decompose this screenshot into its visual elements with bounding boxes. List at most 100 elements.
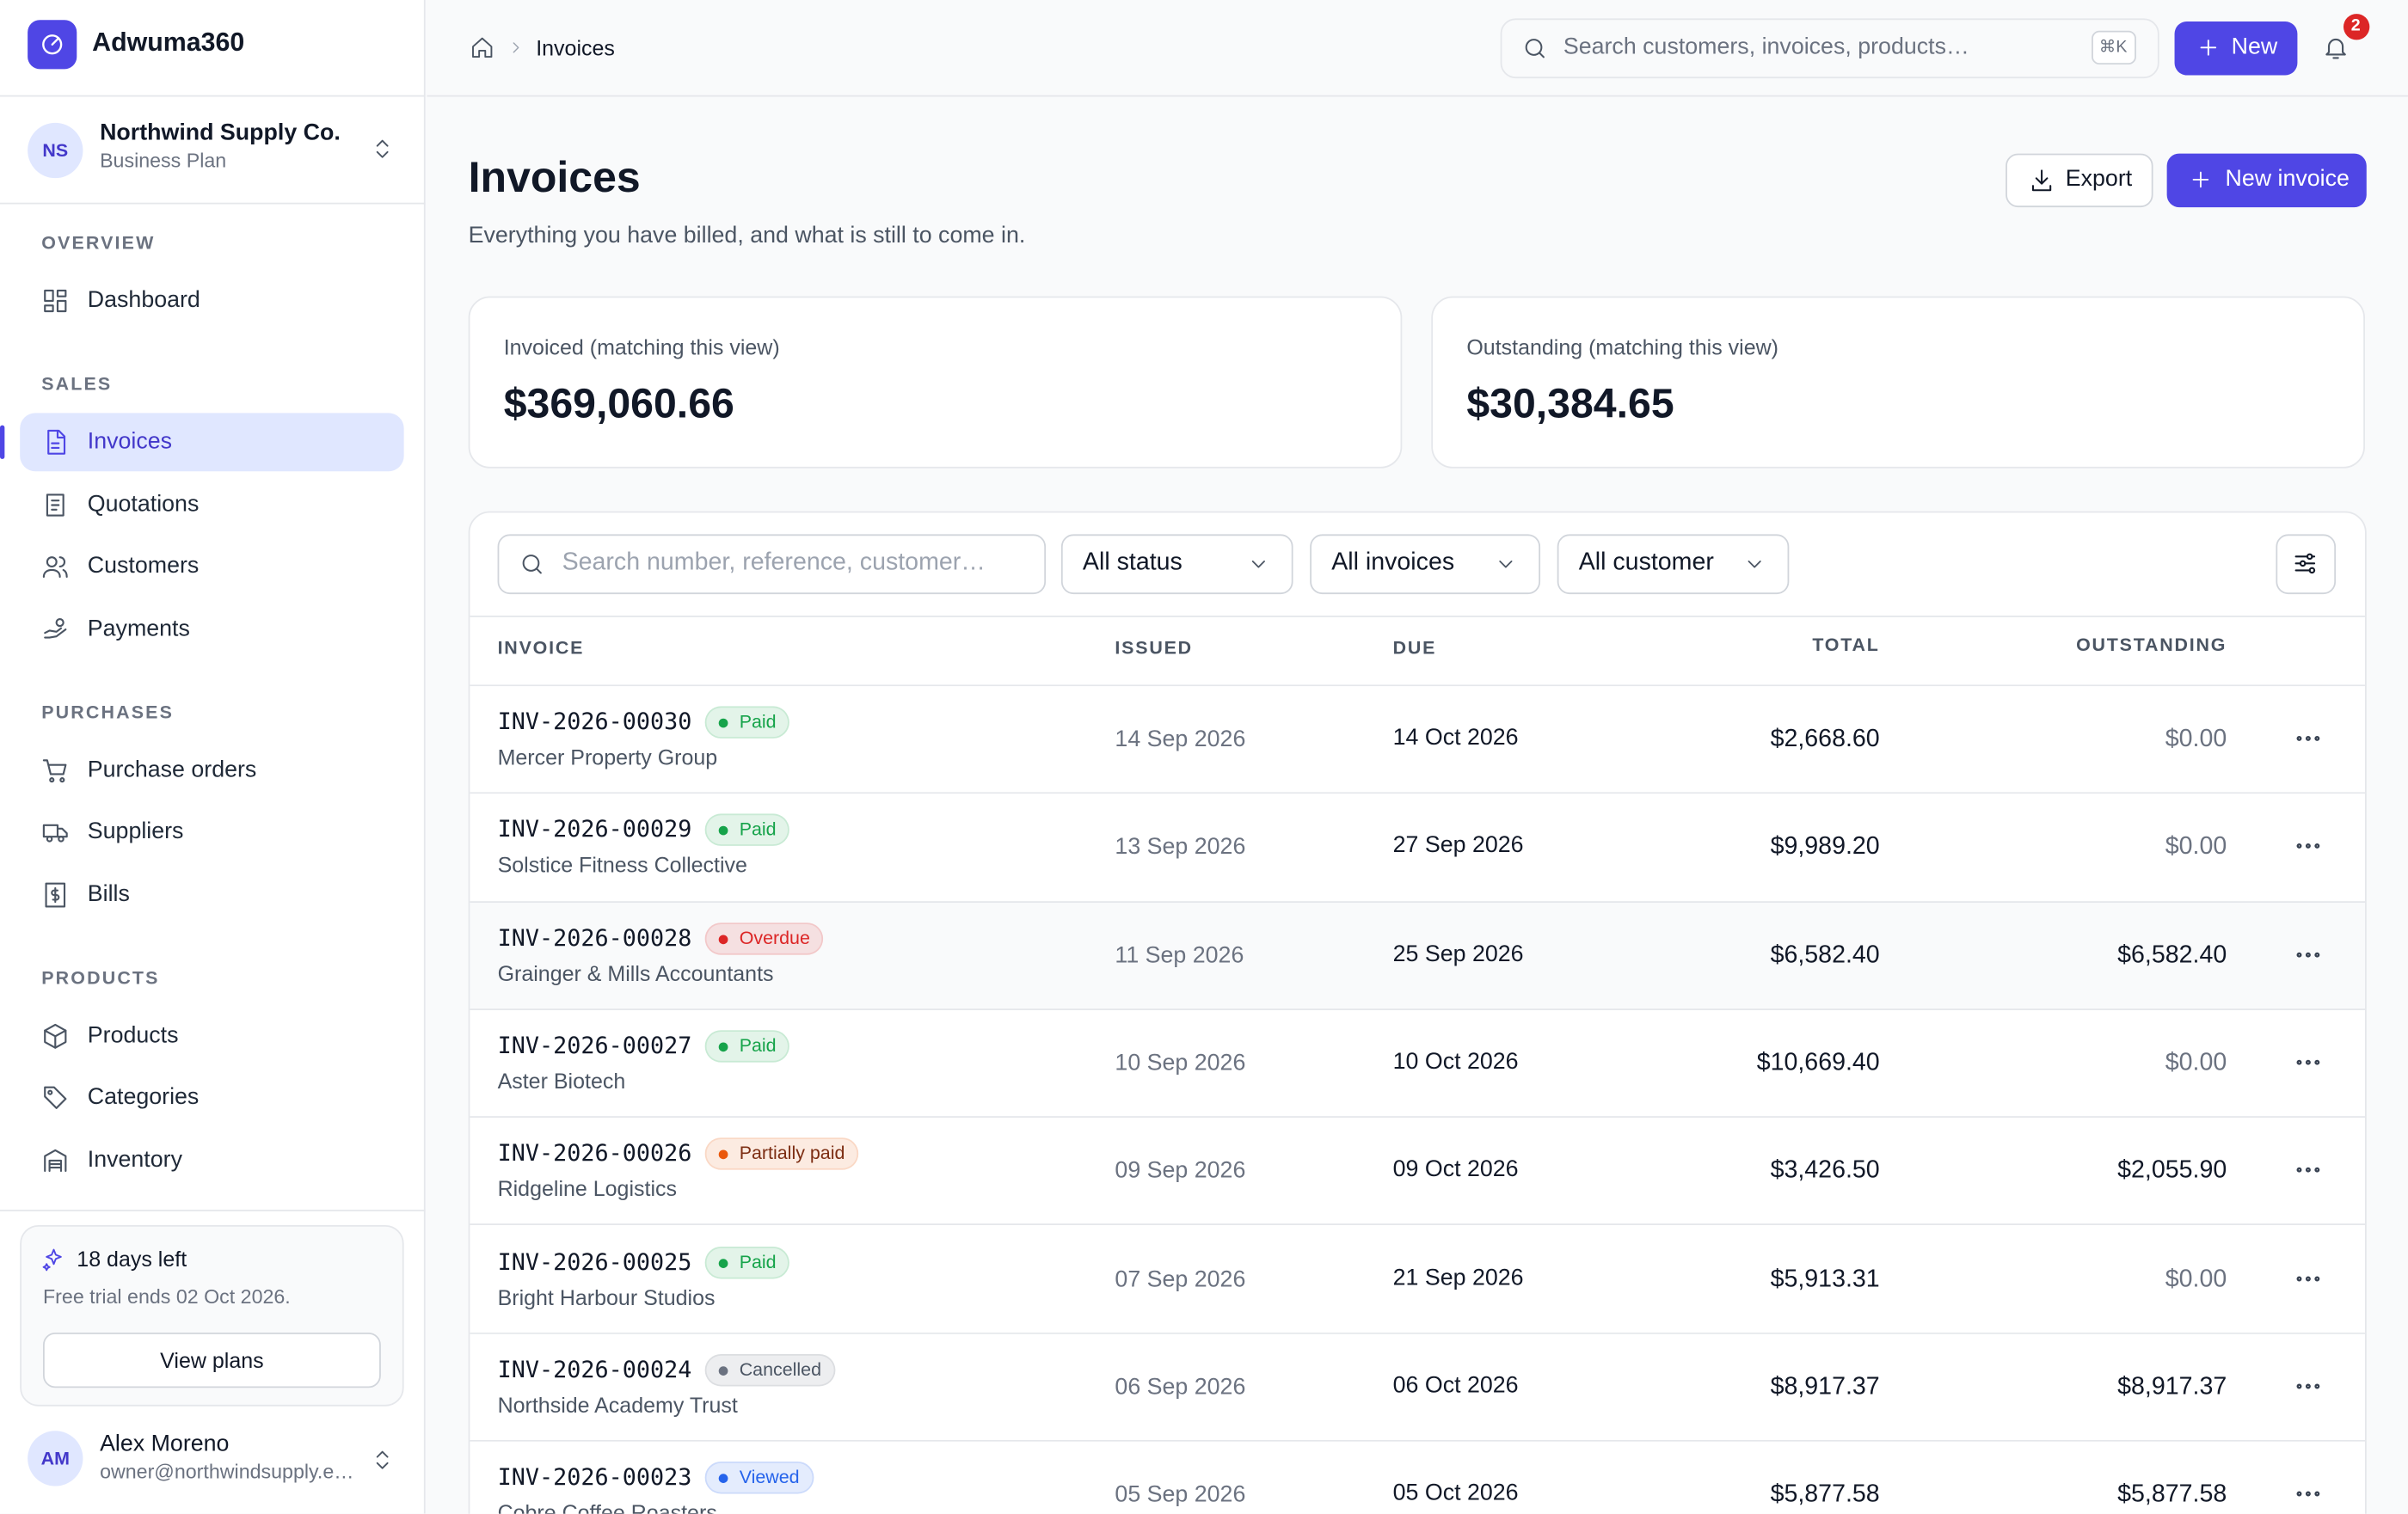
nav-item[interactable]: Dashboard (87, 286, 200, 314)
table-search[interactable] (497, 534, 1047, 595)
invoice-number[interactable]: INV-2026-00024 (497, 1355, 692, 1383)
breadcrumb: Invoices (536, 35, 615, 60)
new-button-label[interactable]: New (2231, 34, 2278, 60)
row-menu (2296, 1275, 2320, 1281)
bell-icon (2325, 38, 2346, 59)
trial-title: 18 days left (77, 1246, 187, 1272)
nav-item[interactable]: Quotations (87, 490, 200, 517)
outstanding: $6,582.40 (2117, 941, 2227, 969)
user-switch (376, 1450, 389, 1469)
chevron (1498, 560, 1512, 567)
due-date: 09 Oct 2026 (1392, 1155, 1519, 1183)
shortcut-box (2092, 30, 2136, 64)
status-dot (719, 826, 729, 836)
total: $9,989.20 (1770, 834, 1880, 861)
total: $5,877.58 (1770, 1481, 1880, 1508)
column-header: ISSUED (1115, 637, 1193, 659)
nav-item[interactable]: Payments (87, 615, 190, 641)
row-menu (2296, 1059, 2320, 1065)
customer-name: Grainger & Mills Accountants (497, 960, 774, 985)
outstanding: $8,917.37 (2117, 1373, 2227, 1401)
due-date: 25 Sep 2026 (1392, 940, 1524, 967)
invoice-number[interactable]: INV-2026-00023 (497, 1462, 692, 1492)
status-label: Overdue (739, 926, 810, 948)
new-button[interactable] (2174, 21, 2298, 76)
org-initials: NS (42, 139, 69, 162)
table-row[interactable] (470, 902, 2365, 1010)
user-name[interactable]: Alex Moreno (100, 1431, 230, 1457)
download-icon (2031, 169, 2051, 191)
table-row[interactable] (470, 794, 2365, 903)
invoice-number[interactable]: INV-2026-00025 (497, 1247, 692, 1276)
nav-section: SALES (41, 372, 113, 395)
nav-item[interactable]: Suppliers (87, 818, 184, 845)
notification-badge (2343, 14, 2370, 40)
table-search-placeholder: Search number, reference, customer… (562, 549, 986, 576)
chevron (1250, 560, 1265, 567)
filter-select-label[interactable]: All invoices (1331, 549, 1455, 576)
invoice-number[interactable]: INV-2026-00030 (497, 708, 692, 736)
user-avatar (28, 1431, 83, 1486)
new-invoice-label[interactable]: New invoice (2225, 165, 2350, 193)
page-title: Invoices (468, 153, 641, 201)
nav-section: PRODUCTS (41, 966, 160, 989)
user-initials: AM (40, 1447, 70, 1469)
due-date: 14 Oct 2026 (1392, 724, 1519, 751)
status-dot (719, 934, 729, 944)
table-row[interactable] (470, 1118, 2365, 1226)
status-pill: Paid (705, 706, 790, 739)
filter-select-label[interactable]: All status (1082, 549, 1182, 576)
nav-item[interactable]: Customers (87, 552, 200, 579)
plus-icon (2200, 40, 2217, 56)
nav-item[interactable]: Categories (87, 1083, 200, 1111)
logo-mark (42, 34, 63, 55)
nav-icon (42, 758, 67, 782)
filter-select[interactable] (1060, 534, 1293, 595)
total: $5,913.31 (1770, 1266, 1880, 1292)
home-icon (472, 37, 493, 58)
trial-button-label[interactable]: View plans (160, 1347, 264, 1373)
invoice-number[interactable]: INV-2026-00026 (497, 1139, 692, 1168)
outstanding: $0.00 (2165, 726, 2227, 752)
invoice-number[interactable]: INV-2026-00028 (497, 923, 692, 952)
table-row[interactable] (470, 1225, 2365, 1334)
column-header: TOTAL (1812, 634, 1880, 656)
nav-item[interactable]: Bills (87, 880, 130, 907)
status-label: Paid (739, 1034, 777, 1057)
nav-item[interactable]: Invoices (87, 428, 173, 455)
total: $3,426.50 (1770, 1157, 1880, 1185)
nav-active-bg (20, 413, 404, 472)
export-label[interactable]: Export (2065, 165, 2133, 193)
nav-item[interactable]: Inventory (87, 1146, 182, 1173)
stat-value: $369,060.66 (503, 380, 734, 427)
trial-button[interactable] (42, 1332, 381, 1388)
sliders-icon (2294, 553, 2316, 574)
table-row[interactable] (470, 686, 2365, 794)
filter-select-label[interactable]: All customer (1578, 549, 1714, 576)
nav-item[interactable]: Products (87, 1021, 179, 1048)
table-row[interactable] (470, 1009, 2365, 1119)
org-name[interactable]: Northwind Supply Co. (100, 120, 341, 146)
global-search[interactable] (1500, 18, 2159, 79)
issued-date: 05 Sep 2026 (1115, 1481, 1246, 1508)
nav-item[interactable]: Purchase orders (87, 756, 257, 782)
customer-name: Aster Biotech (497, 1068, 626, 1094)
stat-value: $30,384.65 (1466, 380, 1674, 427)
row-menu (2296, 735, 2320, 741)
invoice-number[interactable]: INV-2026-00029 (497, 815, 692, 843)
filter-select[interactable] (1557, 534, 1790, 595)
status-dot (719, 1149, 729, 1160)
invoice-number[interactable]: INV-2026-00027 (497, 1031, 692, 1059)
global-search-placeholder: Search customers, invoices, products… (1563, 34, 1969, 60)
status-pill: Paid (705, 813, 790, 847)
nav-section: OVERVIEW (41, 231, 156, 254)
row-menu (2296, 1168, 2320, 1174)
due-date: 27 Sep 2026 (1392, 832, 1524, 859)
table-row[interactable] (470, 1333, 2365, 1442)
status-dot (719, 718, 729, 728)
stat-card (468, 296, 1403, 469)
table-row[interactable] (470, 1441, 2365, 1514)
export-button[interactable] (2006, 153, 2153, 208)
due-date: 06 Oct 2026 (1392, 1372, 1519, 1399)
trial-icon (42, 1248, 62, 1272)
